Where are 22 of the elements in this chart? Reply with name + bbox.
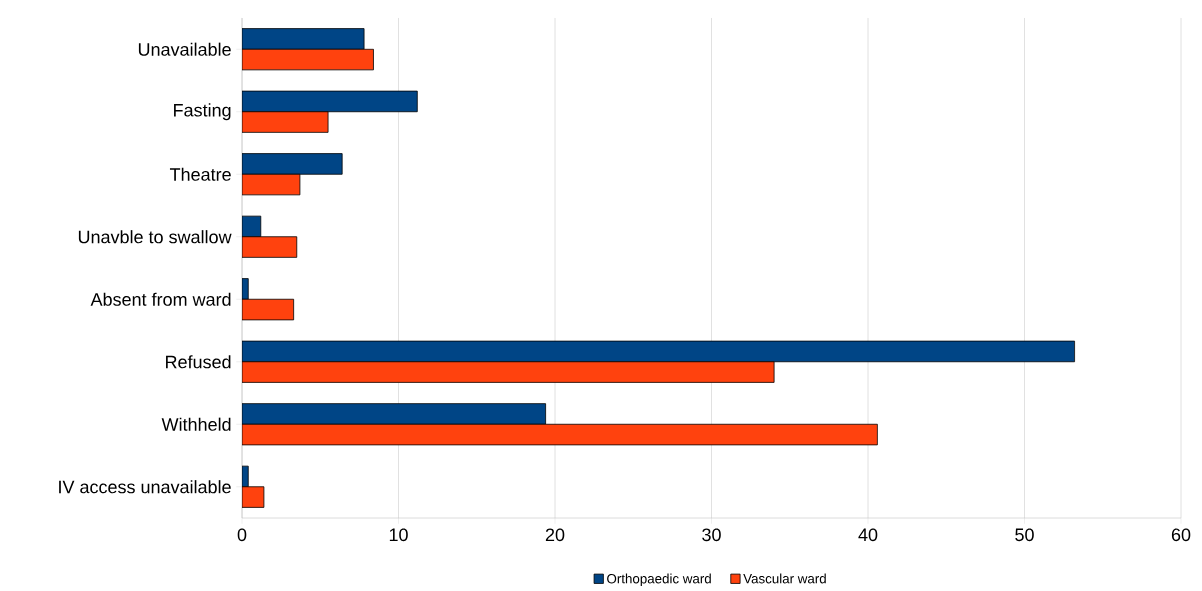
y-tick-label: Withheld (161, 417, 231, 432)
legend-label: Vascular ward (743, 573, 826, 584)
y-tick-label: Fasting (174, 103, 231, 121)
bar (242, 28, 365, 50)
y-tick-label: Unavble to swallow (78, 230, 232, 244)
legend-label: Orthopaedic ward (607, 573, 711, 587)
x-tick-label: 40 (858, 528, 878, 542)
y-tick-label: IV access unavailable (59, 480, 231, 494)
y-tick-label: Unavailable (138, 42, 231, 57)
x-tick-label: 0 (237, 528, 247, 542)
bar (242, 340, 1075, 363)
y-tick-label: Absent from ward (90, 292, 231, 307)
x-tick-label: 20 (545, 528, 565, 542)
x-tick-label: 60 (1171, 528, 1191, 542)
x-tick-label: 50 (1015, 528, 1034, 542)
bar (242, 403, 547, 425)
x-tick-label: 10 (389, 528, 408, 542)
bar (242, 153, 343, 175)
y-tick-label: Refused (166, 355, 231, 369)
x-tick-label: 30 (702, 528, 721, 542)
y-tick-label: Theatre (169, 167, 231, 182)
bar (242, 90, 418, 113)
